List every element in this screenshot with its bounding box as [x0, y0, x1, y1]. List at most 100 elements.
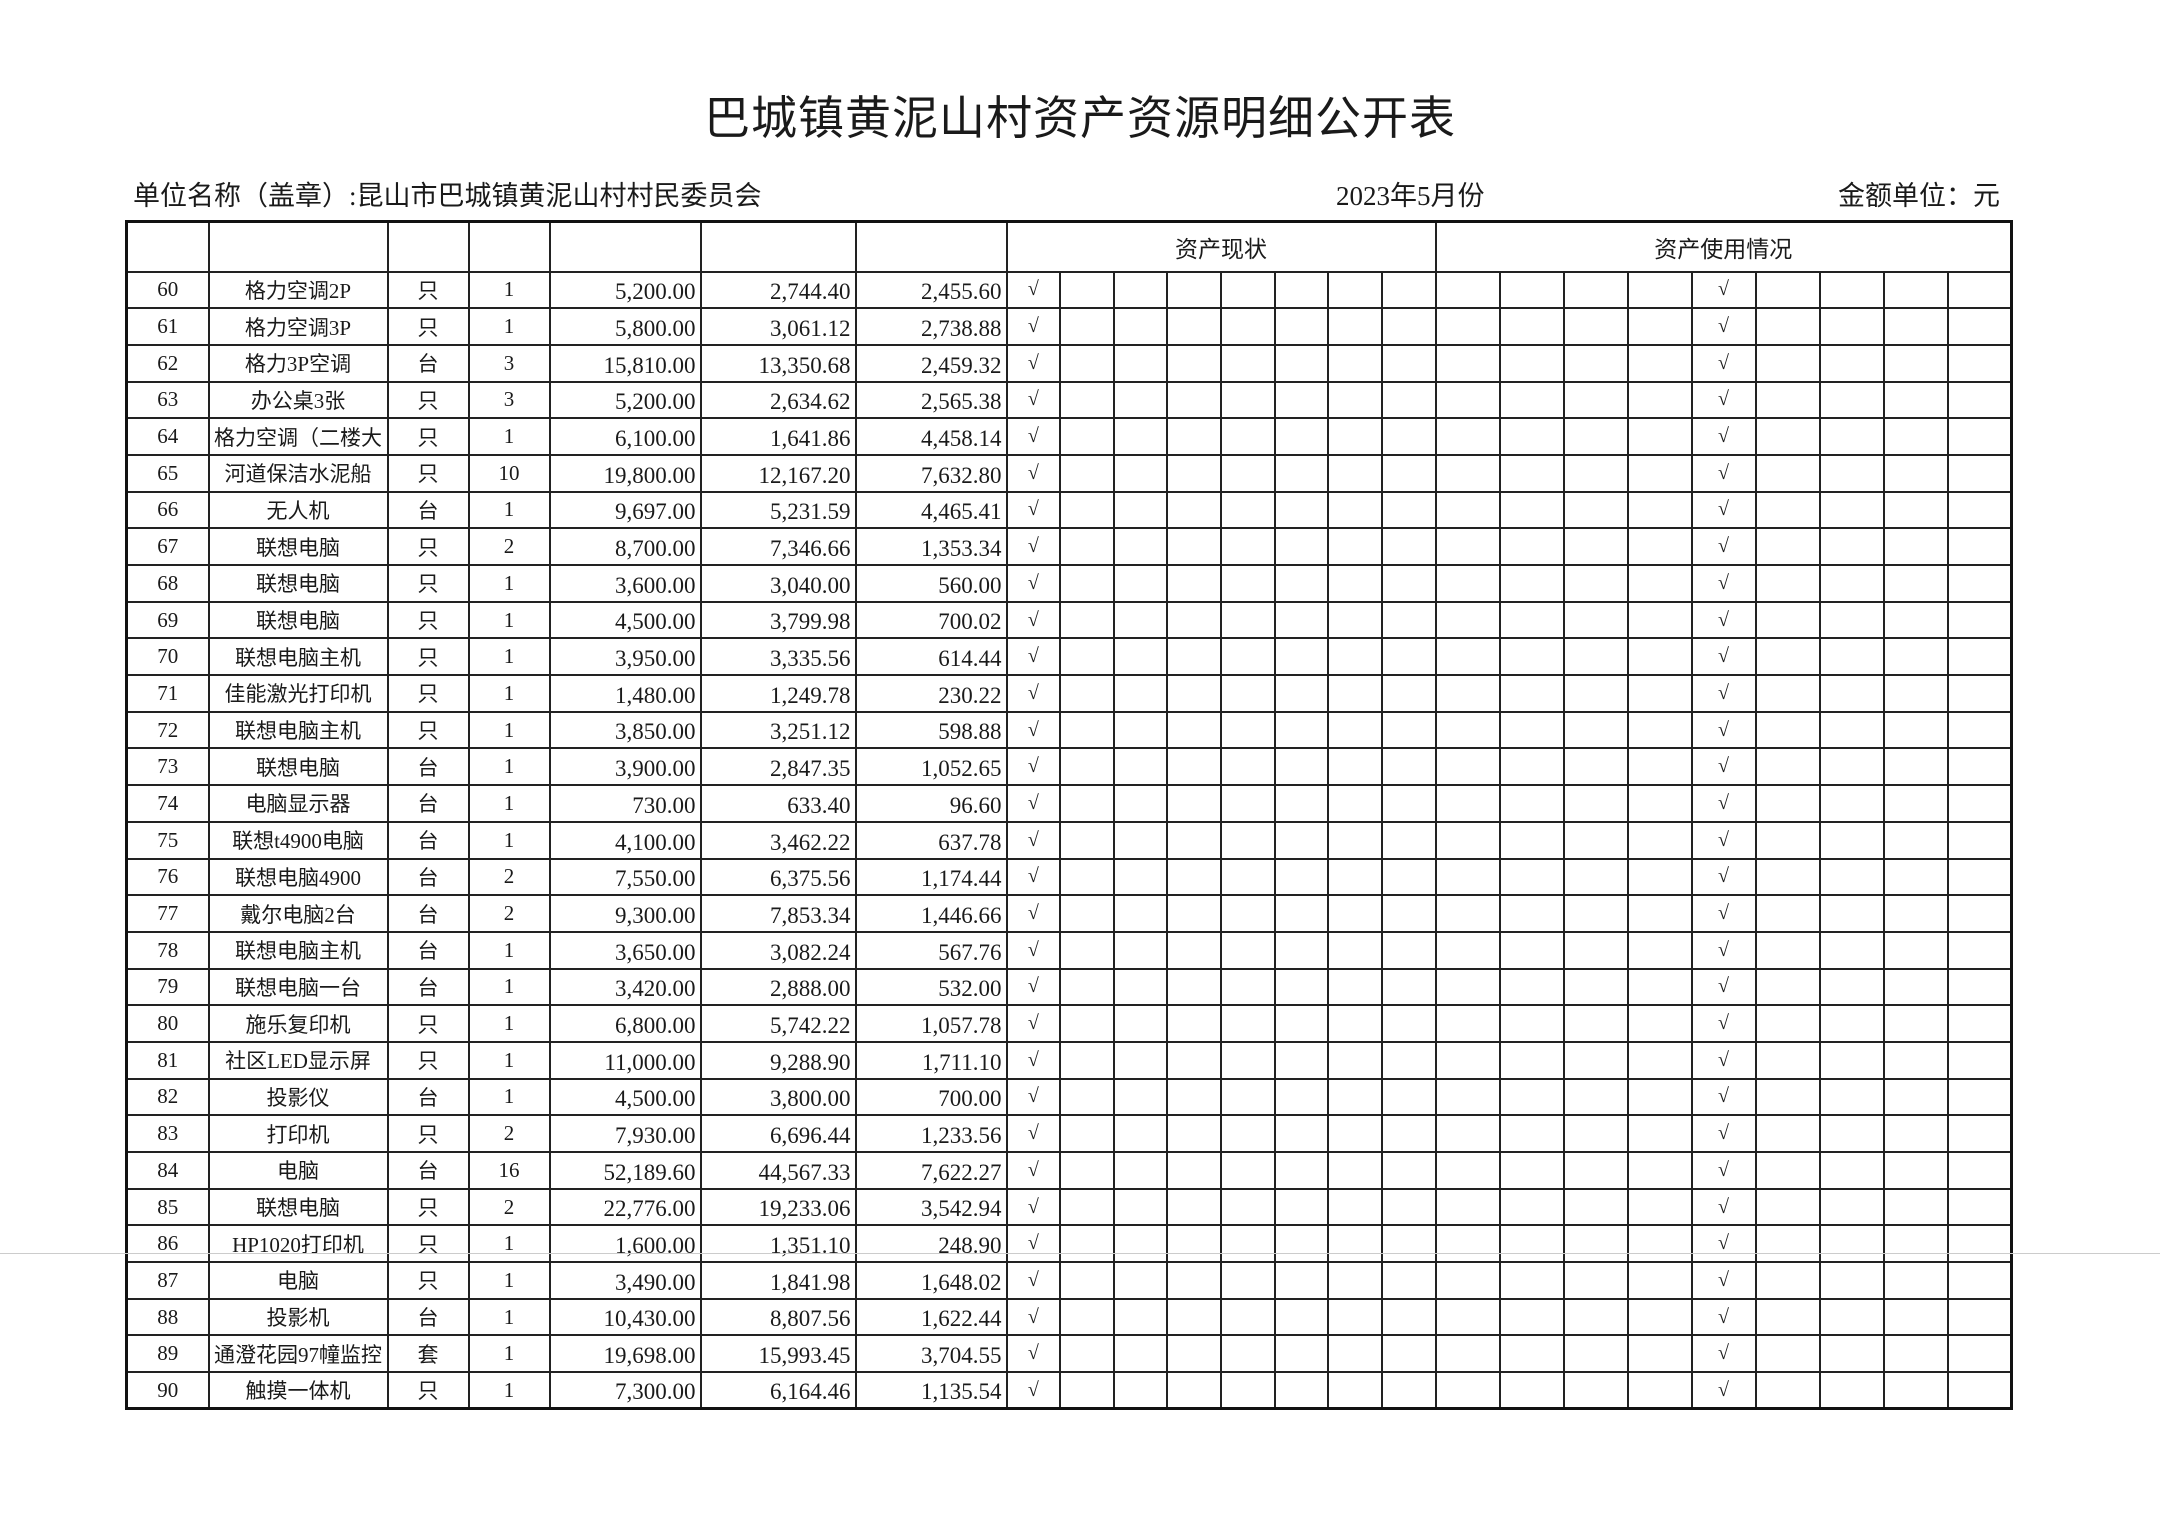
usage-check-cell — [1818, 270, 1885, 310]
status-check-cell — [1220, 270, 1276, 310]
amount-unit: 金额单位：元 — [1838, 181, 2000, 211]
usage-check-cell — [1498, 1040, 1565, 1080]
usage-check-cell — [1498, 710, 1565, 750]
usage-check-cell — [1946, 857, 2013, 897]
usage-check-cell — [1562, 674, 1629, 713]
accumulated-depreciation: 1,841.98 — [699, 1261, 857, 1300]
status-check-cell — [1380, 1371, 1437, 1410]
asset-unit: 只 — [386, 417, 470, 456]
header-cell-no — [125, 220, 210, 273]
status-check-cell — [1220, 307, 1276, 346]
status-check-cell — [1220, 930, 1276, 970]
usage-check-cell — [1882, 784, 1949, 823]
status-check-cell — [1380, 1297, 1437, 1337]
table-row: 83 打印机只 2 7,930.00 6,696.44 1,233.56 √ √ — [125, 1114, 2013, 1153]
usage-check-cell — [1434, 1040, 1501, 1080]
usage-check-cell — [1626, 747, 1693, 787]
asset-quantity: 1 — [467, 490, 551, 530]
status-check-mark: √ — [1005, 564, 1062, 603]
status-check-cell — [1327, 710, 1383, 750]
status-check-cell — [1112, 1004, 1169, 1043]
row-number: 68 — [125, 564, 210, 603]
asset-quantity: 1 — [467, 307, 551, 346]
asset-name: 联想电脑主机 — [207, 637, 389, 677]
usage-check-cell — [1946, 1187, 2013, 1227]
usage-check-cell — [1626, 967, 1693, 1007]
usage-check-cell — [1626, 637, 1693, 677]
table-row: 77 戴尔电脑2台台 2 9,300.00 7,853.34 1,446.66 √ √ — [125, 894, 2013, 933]
original-value: 6,100.00 — [548, 417, 702, 456]
status-check-mark: √ — [1005, 417, 1062, 456]
row-number: 65 — [125, 453, 210, 493]
header-cell-net — [854, 220, 1008, 273]
status-check-cell — [1059, 967, 1115, 1007]
original-value: 4,100.00 — [548, 820, 702, 860]
usage-check-mark: √ — [1690, 857, 1757, 897]
table-row: 82 投影仪台 1 4,500.00 3,800.00 700.00 √ √ — [125, 1077, 2013, 1117]
net-value: 637.78 — [854, 820, 1008, 860]
status-check-cell — [1166, 1114, 1222, 1153]
asset-name: 佳能激光打印机 — [207, 674, 389, 713]
original-value: 19,698.00 — [548, 1334, 702, 1374]
asset-unit: 只 — [386, 637, 470, 677]
asset-name: 格力空调2P — [207, 270, 389, 310]
page-title: 巴城镇黄泥山村资产资源明细公开表 — [704, 93, 1456, 144]
usage-check-cell — [1434, 1004, 1501, 1043]
status-check-cell — [1327, 784, 1383, 823]
status-check-cell — [1220, 857, 1276, 897]
usage-check-cell — [1946, 747, 2013, 787]
original-value: 4,500.00 — [548, 600, 702, 640]
usage-check-cell — [1882, 564, 1949, 603]
asset-unit: 只 — [386, 1040, 470, 1080]
usage-check-cell — [1498, 343, 1565, 383]
row-number: 83 — [125, 1114, 210, 1153]
asset-unit: 台 — [386, 343, 470, 383]
asset-name: 打印机 — [207, 1114, 389, 1153]
accumulated-depreciation: 9,288.90 — [699, 1040, 857, 1080]
row-number: 75 — [125, 820, 210, 860]
usage-check-mark: √ — [1690, 1334, 1757, 1374]
usage-check-cell — [1562, 1040, 1629, 1080]
usage-check-cell — [1434, 1114, 1501, 1153]
net-value: 560.00 — [854, 564, 1008, 603]
usage-check-cell — [1434, 343, 1501, 383]
status-check-cell — [1059, 307, 1115, 346]
status-check-cell — [1059, 270, 1115, 310]
usage-check-cell — [1498, 417, 1565, 456]
accumulated-depreciation: 2,847.35 — [699, 747, 857, 787]
original-value: 730.00 — [548, 784, 702, 823]
row-number: 82 — [125, 1077, 210, 1117]
usage-check-mark: √ — [1690, 600, 1757, 640]
original-value: 1,480.00 — [548, 674, 702, 713]
original-value: 3,900.00 — [548, 747, 702, 787]
usage-check-cell — [1818, 307, 1885, 346]
row-number: 88 — [125, 1297, 210, 1337]
usage-check-cell — [1754, 600, 1821, 640]
original-value: 3,850.00 — [548, 710, 702, 750]
accumulated-depreciation: 1,249.78 — [699, 674, 857, 713]
asset-unit: 只 — [386, 527, 470, 566]
status-check-cell — [1380, 894, 1437, 933]
status-check-cell — [1327, 1297, 1383, 1337]
status-check-cell — [1327, 930, 1383, 970]
accumulated-depreciation: 6,696.44 — [699, 1114, 857, 1153]
usage-check-cell — [1882, 674, 1949, 713]
status-check-cell — [1166, 453, 1222, 493]
usage-check-mark: √ — [1690, 930, 1757, 970]
status-check-cell — [1059, 674, 1115, 713]
usage-check-cell — [1434, 1261, 1501, 1300]
usage-check-cell — [1626, 784, 1693, 823]
table-row: 85 联想电脑只 2 22,776.00 19,233.06 3,542.94 √ √ — [125, 1187, 2013, 1227]
status-check-cell — [1112, 343, 1169, 383]
status-check-mark: √ — [1005, 600, 1062, 640]
usage-check-cell — [1754, 307, 1821, 346]
status-check-cell — [1112, 1371, 1169, 1410]
table-row: 74 电脑显示器台 1 730.00 633.40 96.60 √ √ — [125, 784, 2013, 823]
net-value: 1,174.44 — [854, 857, 1008, 897]
asset-unit: 台 — [386, 1151, 470, 1190]
status-check-cell — [1273, 417, 1330, 456]
status-check-cell — [1380, 490, 1437, 530]
status-check-cell — [1166, 1040, 1222, 1080]
status-check-cell — [1112, 820, 1169, 860]
net-value: 1,711.10 — [854, 1040, 1008, 1080]
